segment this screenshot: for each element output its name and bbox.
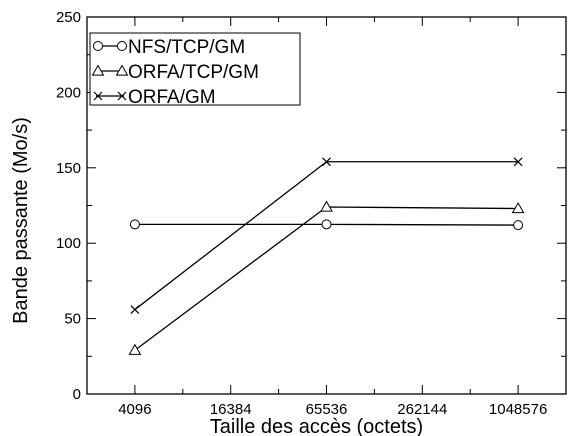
y-tick-label: 0	[73, 386, 81, 403]
legend-marker-end	[117, 91, 127, 101]
x-tick-label: 16384	[210, 401, 252, 418]
series-nfs-tcp-gm	[129, 219, 524, 231]
series-line	[134, 161, 519, 311]
x-tick-labels: 4096 16384 65536 262144 1048576	[118, 401, 547, 418]
legend-marker-start	[91, 64, 105, 76]
data-point	[129, 219, 140, 230]
legend-entry: ORFA/TCP/GM	[91, 62, 259, 83]
data-point	[322, 157, 331, 167]
y-tick-label: 200	[56, 84, 81, 101]
data-point	[513, 157, 523, 167]
legend-marker-end	[117, 41, 127, 51]
legend-entry: ORFA/GM	[93, 87, 216, 108]
series-layer	[128, 157, 525, 355]
data-point	[320, 200, 333, 212]
data-point	[128, 343, 142, 355]
data-point	[513, 220, 524, 231]
x-axis-title: Taille des accès (octets)	[210, 416, 423, 436]
legend-marker-end	[115, 64, 129, 76]
legend-label: ORFA/GM	[128, 87, 216, 108]
legend-label: ORFA/TCP/GM	[128, 62, 259, 83]
series-orfa-gm	[130, 157, 523, 314]
data-point	[130, 305, 140, 314]
axis-ticks	[87, 16, 566, 395]
y-axis-title: Bande passante (Mo/s)	[10, 117, 32, 324]
legend-entry: NFS/TCP/GM	[93, 37, 245, 58]
x-tick-label: 262144	[397, 401, 447, 418]
y-tick-label: 50	[64, 311, 81, 328]
y-tick-labels: 0 50 100 150 200 250	[56, 9, 81, 403]
y-tick-label: 250	[56, 9, 81, 26]
y-tick-label: 100	[56, 235, 81, 252]
x-tick-label: 4096	[118, 401, 151, 418]
legend: NFS/TCP/GM ORFA/TCP/GM ORFA/GM	[89, 32, 301, 108]
data-point	[511, 202, 525, 214]
legend-marker-start	[93, 91, 103, 101]
data-point	[321, 219, 332, 230]
y-tick-label: 150	[56, 160, 81, 177]
x-tick-label: 65536	[306, 401, 348, 418]
x-tick-label: 1048576	[489, 401, 547, 418]
legend-marker-start	[93, 41, 103, 51]
series-orfa-tcp-gm	[128, 200, 525, 355]
legend-label: NFS/TCP/GM	[128, 37, 245, 58]
